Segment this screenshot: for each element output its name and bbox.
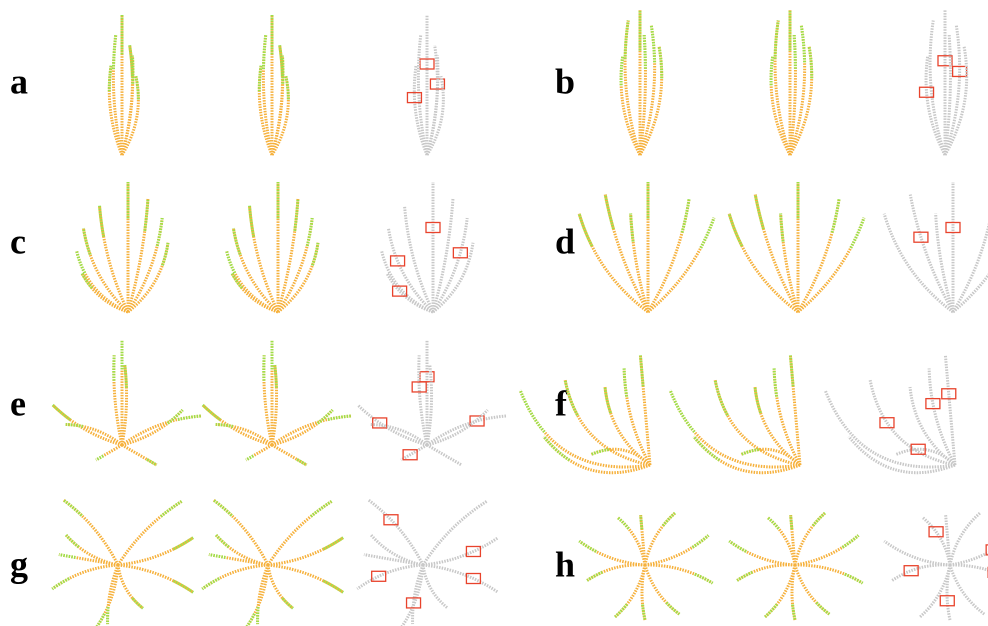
- panel-label: g: [10, 544, 28, 584]
- panel-label: d: [555, 221, 575, 261]
- panel-label: a: [10, 61, 28, 101]
- leaf-tip: [125, 365, 127, 387]
- panel-label: e: [10, 383, 26, 423]
- panel-label: c: [10, 221, 26, 261]
- panel-label: h: [555, 544, 575, 584]
- panel-label: b: [555, 61, 575, 101]
- background: [0, 0, 988, 626]
- leaf-tip: [275, 365, 277, 387]
- figure: a b c d e f g h: [0, 0, 988, 626]
